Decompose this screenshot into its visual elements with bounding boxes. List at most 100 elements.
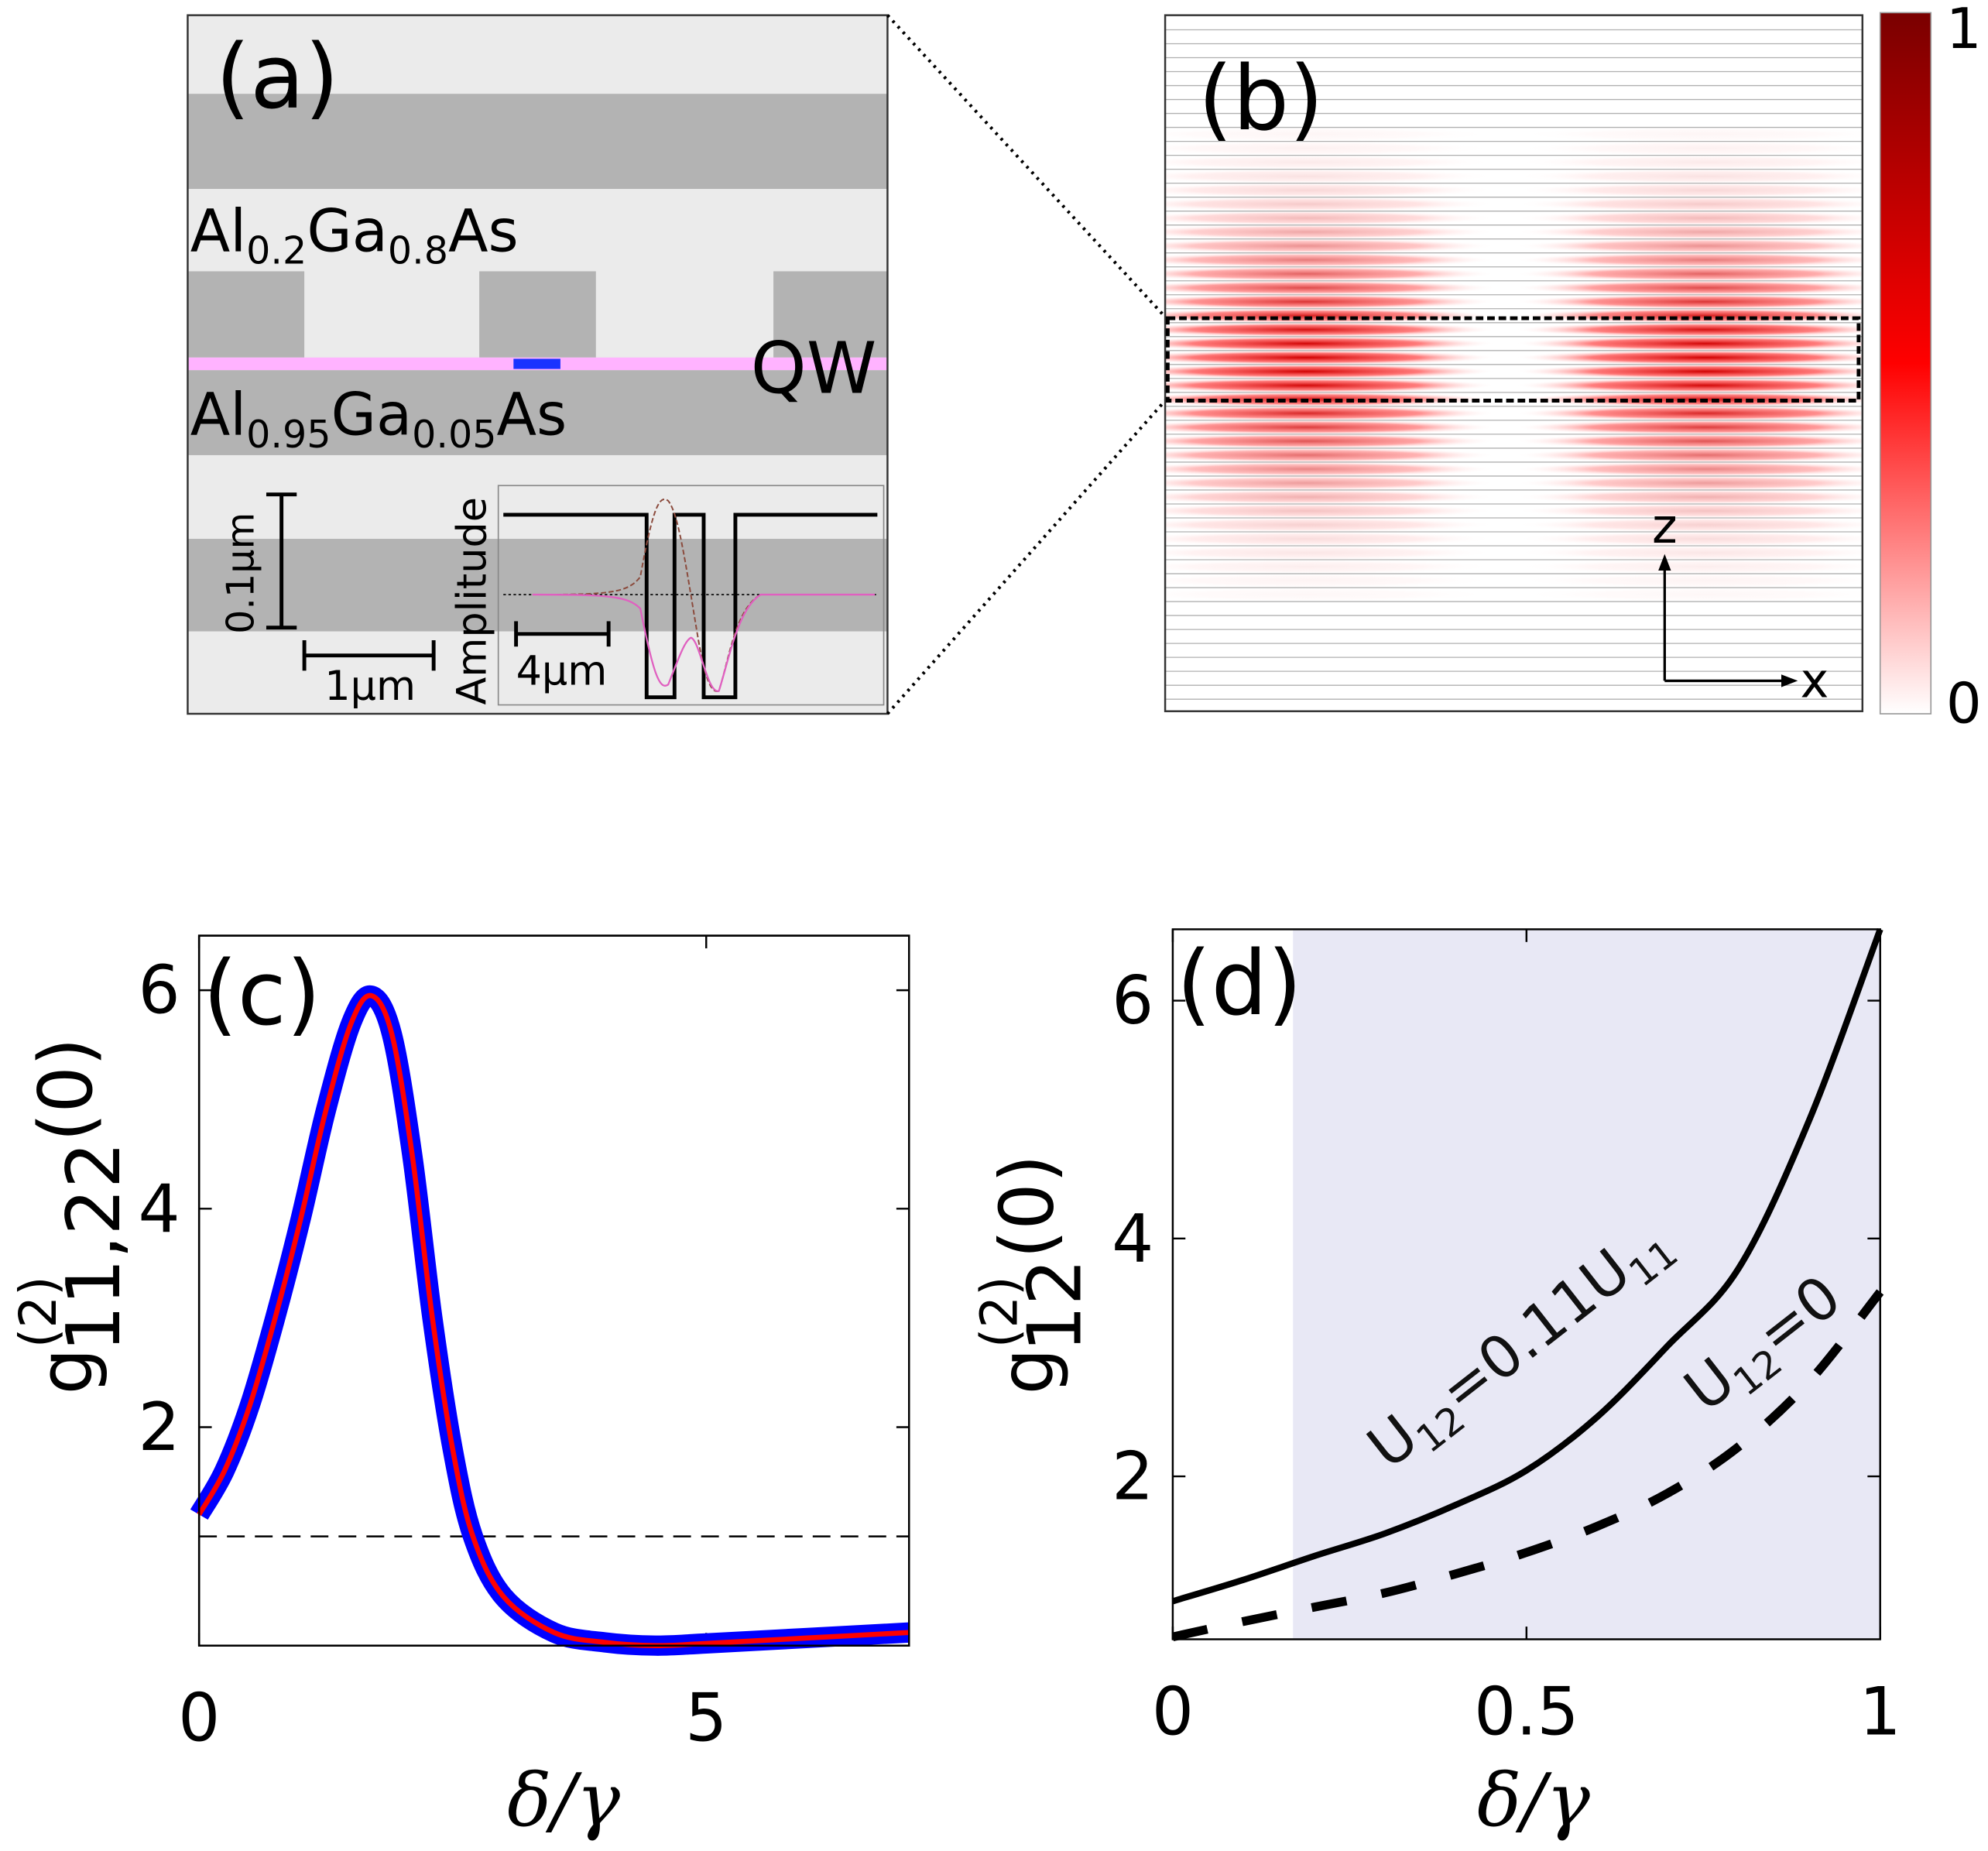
intensity-stripe bbox=[1165, 210, 1496, 226]
intensity-stripe bbox=[1515, 335, 1863, 351]
intensity-stripe bbox=[1165, 406, 1496, 421]
zoom-connector-top bbox=[886, 14, 1167, 318]
series-line-u12-0-11u11 bbox=[1171, 927, 1883, 1605]
panel-d-ylabel: g(2)12(0) bbox=[970, 1154, 1098, 1394]
intensity-stripe bbox=[1165, 307, 1496, 324]
panel-c-xlabel: δ/γ bbox=[507, 1758, 620, 1843]
intensity-stripe bbox=[1515, 224, 1863, 240]
intensity-stripe bbox=[1165, 335, 1496, 351]
intensity-stripe bbox=[1515, 266, 1863, 282]
scale-bars bbox=[266, 492, 611, 671]
intensity-stripe bbox=[1515, 196, 1863, 212]
intensity-stripe bbox=[1165, 434, 1496, 449]
intensity-stripe bbox=[1165, 266, 1496, 282]
panel-b-label: (b) bbox=[1198, 48, 1324, 151]
panel-b: (b) z x 1 0 bbox=[1164, 0, 1982, 735]
quantum-well-region-box bbox=[1165, 316, 1861, 403]
intensity-stripe bbox=[1165, 378, 1496, 393]
panel-a: (a) Al0.2Ga0.8As Al0.95Ga0.05As QW 0.1µm… bbox=[187, 14, 889, 715]
intensity-stripe bbox=[1165, 461, 1496, 477]
intensity-stripe bbox=[1165, 293, 1496, 310]
x-tick-label: 0 bbox=[1152, 1674, 1194, 1750]
colorbar bbox=[1879, 12, 1932, 715]
axis-x-label: x bbox=[1801, 653, 1829, 709]
y-tick-label: 6 bbox=[1112, 963, 1153, 1040]
x-tick-label: 0 bbox=[178, 1681, 220, 1757]
intensity-stripe bbox=[1165, 154, 1496, 170]
intensity-stripe bbox=[1515, 350, 1863, 365]
intensity-stripe bbox=[1515, 364, 1863, 379]
inset-wavefunction-2 bbox=[532, 593, 876, 692]
panel-a-frame bbox=[187, 14, 889, 715]
x-tick-label: 5 bbox=[685, 1681, 727, 1757]
intensity-stripe bbox=[1165, 475, 1496, 491]
y-tick-label: 4 bbox=[138, 1171, 180, 1248]
colorbar-max-label: 1 bbox=[1946, 0, 1982, 61]
plot-frame bbox=[1171, 928, 1881, 1640]
intensity-stripe bbox=[1165, 196, 1496, 212]
x-tick-label: 1 bbox=[1859, 1674, 1901, 1750]
plot-frame bbox=[197, 934, 910, 1647]
inset-frame bbox=[497, 485, 885, 706]
pillar bbox=[479, 271, 596, 358]
intensity-stripe bbox=[1515, 154, 1863, 170]
intensity-stripe bbox=[1515, 475, 1863, 491]
intensity-stripe bbox=[1165, 531, 1496, 547]
intensity-stripe bbox=[1515, 210, 1863, 226]
z-arrow-icon bbox=[1658, 554, 1671, 571]
panel-c-label: (c) bbox=[203, 943, 320, 1046]
intensity-stripe bbox=[1515, 252, 1863, 268]
intensity-stripe bbox=[1515, 545, 1863, 560]
inset-scale-label: 4µm bbox=[516, 647, 608, 694]
intensity-stripe bbox=[1515, 517, 1863, 533]
intensity-stripe bbox=[1165, 224, 1496, 240]
intensity-stripe bbox=[1165, 168, 1496, 184]
panel-b-frame bbox=[1164, 14, 1864, 712]
layer-label-bottom: Al0.95Ga0.05As bbox=[190, 381, 567, 457]
intensity-stripe bbox=[1515, 127, 1895, 142]
x-tick-label: 0.5 bbox=[1474, 1674, 1578, 1750]
inset-ylabel: Amplitude bbox=[448, 497, 495, 704]
inset-wavefunction-1 bbox=[532, 499, 876, 692]
intensity-stripe bbox=[1515, 447, 1863, 463]
intensity-stripe bbox=[1165, 321, 1496, 338]
intensity-stripe bbox=[1515, 140, 1863, 156]
y-tick-label: 4 bbox=[1112, 1201, 1153, 1277]
intensity-stripe bbox=[1515, 461, 1863, 477]
panel-d-label: (d) bbox=[1177, 933, 1302, 1036]
y-tick-label: 2 bbox=[138, 1390, 180, 1466]
intensity-stripe bbox=[1165, 517, 1496, 533]
intensity-stripe bbox=[1515, 293, 1863, 310]
intensity-stripe bbox=[1515, 182, 1863, 198]
intensity-stripe bbox=[1165, 489, 1496, 505]
intensity-stripe bbox=[1515, 587, 1895, 602]
intensity-stripe bbox=[1515, 168, 1863, 184]
intensity-stripe bbox=[1165, 238, 1496, 254]
pillar bbox=[187, 271, 305, 358]
intensity-stripe bbox=[1515, 279, 1863, 296]
intensity-stripe bbox=[1515, 573, 1863, 588]
intensity-stripe bbox=[1165, 252, 1496, 268]
intensity-stripe bbox=[1515, 238, 1863, 254]
intensity-stripe bbox=[1165, 573, 1496, 588]
intensity-stripe bbox=[1515, 503, 1863, 519]
y-tick-label: 6 bbox=[138, 953, 180, 1030]
x-arrow-icon bbox=[1781, 674, 1798, 687]
intensity-stripe bbox=[1515, 378, 1863, 393]
panel-d-xlabel: δ/γ bbox=[1477, 1758, 1590, 1843]
intensity-stripe bbox=[1165, 559, 1496, 574]
panel-a-label: (a) bbox=[215, 26, 339, 129]
intensity-stripe bbox=[1515, 420, 1863, 435]
intensity-stripe bbox=[1165, 503, 1496, 519]
intensity-stripe bbox=[1515, 321, 1863, 338]
intensity-stripe bbox=[1165, 420, 1496, 435]
dark-layer bbox=[187, 94, 888, 190]
intensity-stripe bbox=[1165, 350, 1496, 365]
panel-c-ylabel: g(2)11,22(0) bbox=[9, 1037, 137, 1394]
intensity-stripe bbox=[1515, 489, 1863, 505]
pillar bbox=[773, 271, 888, 358]
axes-indicator bbox=[1663, 564, 1788, 683]
intensity-stripe bbox=[1515, 307, 1863, 324]
